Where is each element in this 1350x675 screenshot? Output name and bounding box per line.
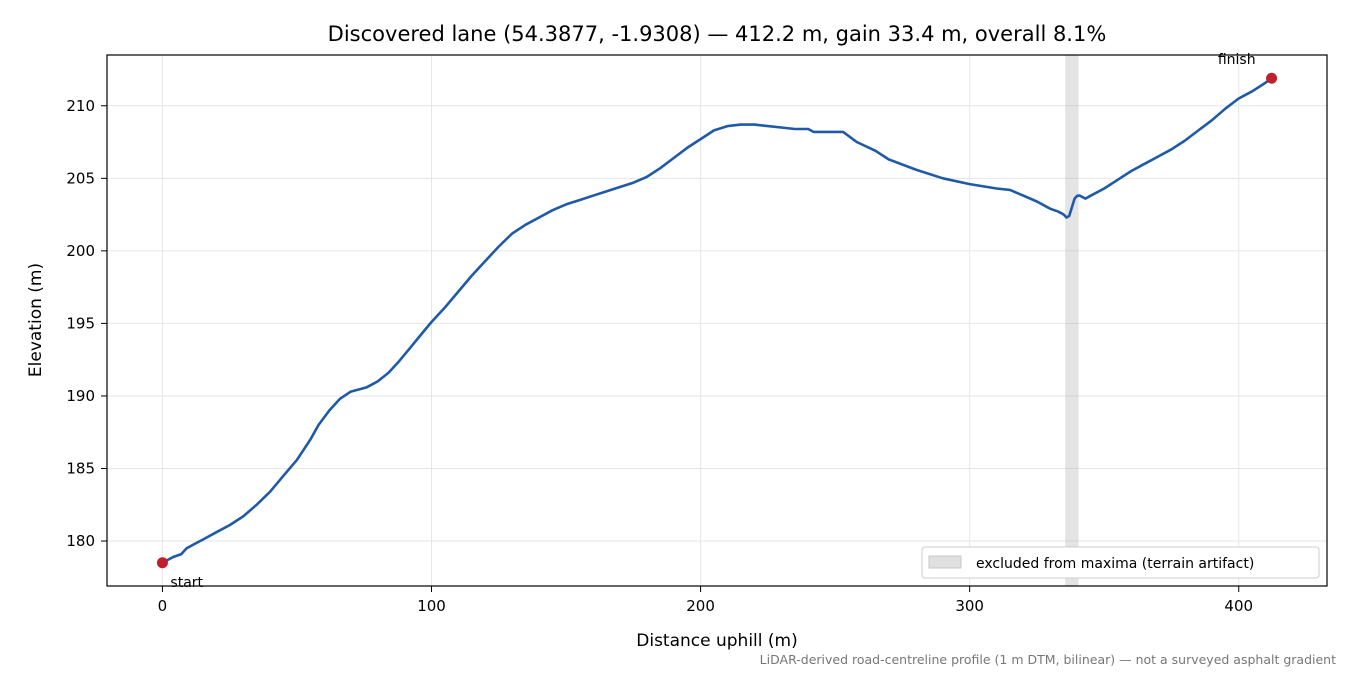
y-axis-label: Elevation (m) [26,263,46,377]
x-axis-ticks: 0 100 200 300 400 [158,586,1253,615]
marker-label-finish: finish [1218,52,1256,68]
x-axis-label: Distance uphill (m) [636,631,797,651]
marker-label-start: start [170,575,203,591]
y-axis-ticks: 180 185 190 195 200 205 210 [66,97,107,550]
y-tick-label: 200 [66,242,95,260]
legend: excluded from maxima (terrain artifact) [921,546,1320,579]
footnote: LiDAR-derived road-centreline profile (1… [760,652,1336,667]
marker-start [156,557,168,569]
x-tick-label: 200 [686,597,715,615]
legend-band-swatch [928,555,962,569]
markers-group: start finish [156,52,1278,591]
x-tick-label: 100 [417,597,446,615]
y-tick-label: 210 [66,97,95,115]
y-tick-label: 195 [66,314,95,332]
y-tick-label: 180 [66,532,95,550]
y-tick-label: 205 [66,169,95,187]
y-tick-label: 190 [66,387,95,405]
x-tick-label: 400 [1224,597,1253,615]
series-group [161,76,1273,565]
grid-lines [107,55,1327,586]
legend-band-label: excluded from maxima (terrain artifact) [976,556,1254,572]
excluded-band-group [1065,55,1079,586]
x-tick-label: 300 [955,597,984,615]
elevation-line [161,76,1273,565]
excluded-band [1065,55,1079,586]
legend-box [921,546,1320,579]
chart-title: Discovered lane (54.3877, -1.9308) — 412… [328,22,1107,46]
marker-finish [1266,72,1278,84]
x-tick-label: 0 [158,597,168,615]
plot-frame [106,54,1328,587]
y-tick-label: 185 [66,459,95,477]
